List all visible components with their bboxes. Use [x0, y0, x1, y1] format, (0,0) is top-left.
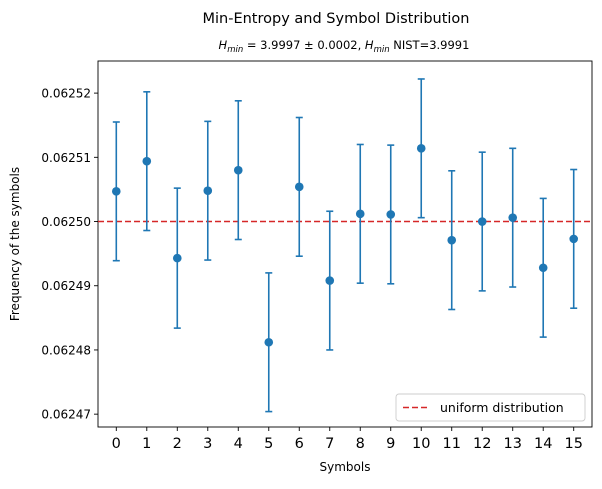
x-tick-label-1: 1: [142, 436, 151, 452]
data-point-9: [386, 210, 396, 219]
data-point-10: [416, 144, 426, 153]
data-point-1: [142, 156, 152, 166]
y-tick-label-1: 0.06248: [41, 343, 91, 357]
legend: uniform distribution: [395, 393, 586, 422]
x-tick-label-5: 5: [264, 436, 273, 452]
data-point-4: [233, 165, 243, 175]
data-point-12: [477, 217, 487, 226]
subtitle-h-subscript: min: [227, 45, 243, 55]
x-tick-label-15: 15: [564, 436, 582, 452]
x-tick-label-12: 12: [473, 436, 491, 452]
plot-area: [97, 60, 593, 428]
subtitle-h-subscript-2: min: [374, 45, 390, 55]
x-tick-label-2: 2: [173, 436, 182, 452]
subtitle-value: = 3.9997 ± 0.0002,: [243, 38, 365, 52]
data-point-15: [569, 234, 579, 244]
x-tick-label-8: 8: [356, 436, 365, 452]
legend-box: [395, 393, 586, 422]
chart-subtitle: Hmin = 3.9997 ± 0.0002, Hmin NIST=3.9991: [219, 38, 470, 55]
y-tick-label-4: 0.06251: [41, 151, 91, 165]
data-point-8: [355, 209, 365, 219]
x-axis-label: Symbols: [320, 460, 371, 474]
y-tick-label-5: 0.06252: [41, 87, 91, 101]
x-tick-label-14: 14: [534, 436, 552, 452]
subtitle-h-symbol: H: [219, 38, 228, 52]
x-tick-label-10: 10: [412, 436, 430, 452]
data-point-2: [172, 253, 182, 263]
legend-label: uniform distribution: [440, 400, 564, 415]
points-group: [111, 144, 579, 347]
x-tick-label-9: 9: [386, 436, 395, 452]
y-tick-label-2: 0.06249: [41, 279, 91, 293]
y-tick-label-0: 0.06247: [41, 408, 91, 422]
x-tick-label-6: 6: [295, 436, 304, 452]
y-axis: 0.06247 0.06248 0.06249 0.06250 0.06251 0.062…: [41, 87, 98, 422]
plot-frame: [97, 60, 593, 428]
data-point-6: [294, 182, 304, 192]
x-tick-label-7: 7: [325, 436, 334, 452]
data-point-13: [508, 213, 518, 222]
subtitle-nist: NIST=3.9991: [390, 38, 470, 52]
x-tick-label-13: 13: [503, 436, 521, 452]
x-axis: 0 1 2 3 4 5 6 7 8 9 10 11 12 13 14 15: [112, 427, 583, 452]
y-tick-label-3: 0.06250: [41, 215, 91, 229]
data-point-11: [447, 235, 457, 245]
data-point-0: [111, 187, 121, 196]
plot-background: [98, 61, 592, 427]
data-point-14: [538, 263, 548, 273]
x-tick-label-11: 11: [443, 436, 461, 452]
chart-title: Min-Entropy and Symbol Distribution: [202, 11, 469, 27]
data-point-7: [325, 276, 335, 285]
data-point-3: [203, 186, 213, 196]
x-tick-label-0: 0: [112, 436, 121, 452]
x-tick-label-3: 3: [203, 436, 212, 452]
x-tick-label-4: 4: [234, 436, 243, 452]
data-point-5: [264, 337, 274, 347]
y-axis-label: Frequency of the symbols: [8, 167, 22, 321]
subtitle-h-symbol-2: H: [365, 38, 374, 52]
